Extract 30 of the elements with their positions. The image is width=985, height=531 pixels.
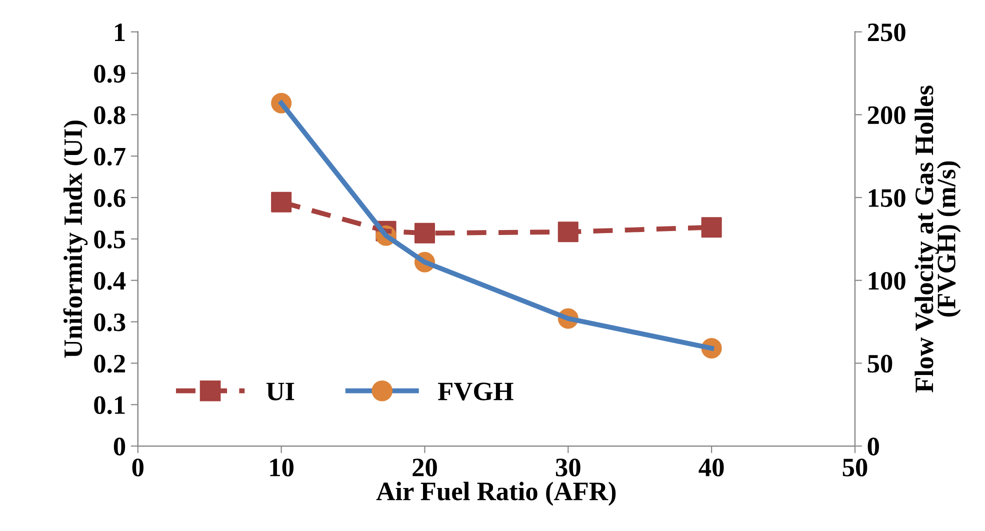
y2-tick-label: 100 <box>868 272 906 290</box>
point <box>414 222 435 244</box>
y2-tick-label: 200 <box>868 106 906 124</box>
x-tick-label: 20 <box>412 458 437 476</box>
y2-tick-label: 250 <box>868 23 906 42</box>
y-tick-label: 0.1 <box>94 396 125 414</box>
x-tick-label: 0 <box>132 458 144 476</box>
y-tick-label: 0.3 <box>94 313 126 332</box>
y2-axis-title: Flow Velocity at Gas Holles (FVGH) (m/s) <box>914 86 961 392</box>
y-tick-label: 0.5 <box>94 230 126 248</box>
x-axis-title: Air Fuel Ratio (AFR) <box>376 482 616 506</box>
y-tick-label: 0.9 <box>94 64 126 83</box>
y2-tick-label: 50 <box>868 354 892 373</box>
x-tick-label: 10 <box>270 458 294 476</box>
y-tick-label: 0.4 <box>94 272 126 290</box>
x-tick-label: 50 <box>842 458 868 476</box>
y-tick-label: 0.7 <box>94 148 126 166</box>
x-tick-label: 30 <box>556 458 580 476</box>
x-tick-label: 40 <box>698 458 724 476</box>
legend-label: FVGH <box>438 382 514 401</box>
legend-label: UI <box>266 382 294 400</box>
y-tick-label: 0.2 <box>94 354 125 373</box>
y-axis-title: Uniformity Indx (UI) <box>63 120 88 358</box>
y2-tick-label: 0 <box>868 438 879 456</box>
y-tick-label: 1 <box>115 24 125 42</box>
point <box>701 217 722 238</box>
y-tick-label: 0.8 <box>94 106 126 124</box>
y2-tick-label: 150 <box>868 189 906 207</box>
y-tick-label: 0.6 <box>94 189 126 208</box>
y-tick-label: 0 <box>114 438 126 456</box>
